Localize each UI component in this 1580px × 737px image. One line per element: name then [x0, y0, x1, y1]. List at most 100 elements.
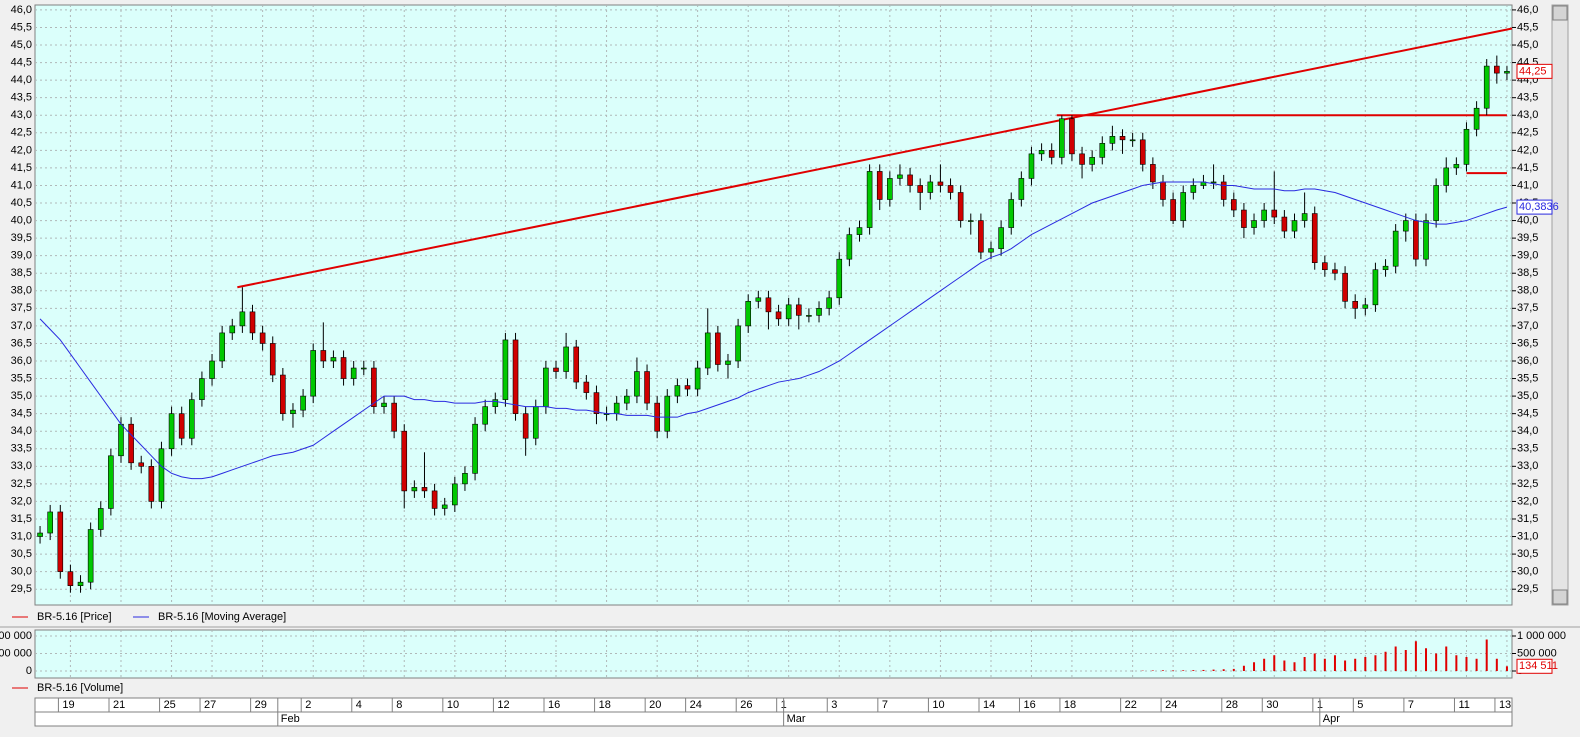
- y-tick-label: 30,5: [11, 548, 32, 560]
- candle-body: [169, 414, 174, 449]
- y-tick-label: 29,5: [1517, 583, 1538, 595]
- volume-bar: [1182, 670, 1184, 671]
- candle-body: [371, 368, 376, 407]
- candle-body: [857, 228, 862, 235]
- x-tick-label: 25: [164, 699, 176, 711]
- scroll-down-button[interactable]: [1553, 590, 1567, 604]
- x-tick-label: 3: [831, 699, 837, 711]
- candle-body: [867, 171, 872, 227]
- candle-body: [473, 424, 478, 473]
- month-label: Feb: [281, 713, 300, 725]
- volume-bar: [1385, 652, 1387, 671]
- candle-body: [1110, 136, 1115, 143]
- volume-bar: [1486, 640, 1488, 672]
- month-label: Apr: [1323, 713, 1340, 725]
- y-tick-label: 37,0: [11, 320, 32, 332]
- candle-body: [361, 368, 366, 369]
- volume-bar: [1506, 666, 1508, 671]
- volume-bar: [1152, 670, 1154, 671]
- x-tick-label: 16: [1023, 699, 1035, 711]
- y-tick-label: 38,5: [1517, 267, 1538, 279]
- candle-body: [1464, 129, 1469, 164]
- x-tick-label: 18: [1064, 699, 1076, 711]
- candle-body: [301, 396, 306, 410]
- volume-bar: [1283, 661, 1285, 672]
- volume-bar: [1344, 661, 1346, 672]
- y-tick-label: 43,0: [1517, 109, 1538, 121]
- x-tick-label: 2: [305, 699, 311, 711]
- y-tick-label: 1 000 000: [1517, 630, 1566, 642]
- y-tick-label: 500 000: [0, 647, 32, 659]
- y-tick-label: 35,0: [1517, 390, 1538, 402]
- last-value-label: 44,25: [1519, 65, 1547, 77]
- candle-body: [250, 312, 255, 333]
- candle-body: [1353, 301, 1358, 308]
- y-tick-label: 33,5: [11, 443, 32, 455]
- scroll-up-button[interactable]: [1553, 6, 1567, 20]
- y-tick-label: 38,0: [1517, 285, 1538, 297]
- candle-body: [230, 326, 235, 333]
- y-tick-label: 41,5: [11, 162, 32, 174]
- volume-bar: [1425, 648, 1427, 671]
- candle-body: [240, 312, 245, 326]
- y-tick-label: 36,0: [11, 355, 32, 367]
- candle-body: [1363, 305, 1368, 309]
- candle-body: [1150, 164, 1155, 182]
- candle-body: [533, 407, 538, 439]
- candle-body: [1140, 140, 1145, 165]
- candle-body: [1181, 192, 1186, 220]
- y-tick-label: 29,5: [11, 583, 32, 595]
- candle-body: [189, 400, 194, 439]
- y-tick-label: 33,5: [1517, 443, 1538, 455]
- y-tick-label: 37,5: [11, 302, 32, 314]
- candle-body: [159, 449, 164, 502]
- x-tick-label: 28: [1226, 699, 1238, 711]
- candle-body: [270, 343, 275, 375]
- candle-body: [978, 221, 983, 253]
- volume-bar: [1324, 659, 1326, 671]
- y-tick-label: 31,0: [11, 530, 32, 542]
- y-tick-label: 1 000 000: [0, 630, 32, 642]
- candle-body: [1241, 210, 1246, 228]
- candle-body: [1332, 270, 1337, 274]
- candle-body: [382, 403, 387, 407]
- candle-body: [1282, 217, 1287, 231]
- y-tick-label: 30,5: [1517, 548, 1538, 560]
- price-plot-area: [35, 5, 1512, 605]
- candle-body: [1494, 66, 1499, 73]
- x-tick-label: 13: [1499, 699, 1511, 711]
- candle-body: [574, 347, 579, 382]
- y-tick-label: 500 000: [1517, 647, 1557, 659]
- candle-body: [766, 298, 771, 312]
- candle-body: [817, 308, 822, 315]
- candle-body: [351, 368, 356, 379]
- candle-body: [1393, 231, 1398, 266]
- candle-body: [1059, 119, 1064, 158]
- y-tick-label: 40,5: [11, 197, 32, 209]
- candle-body: [1434, 185, 1439, 220]
- y-tick-label: 46,0: [1517, 4, 1538, 16]
- volume-bar: [1405, 650, 1407, 671]
- candle-body: [543, 368, 548, 407]
- candle-body: [634, 372, 639, 397]
- x-tick-label: 27: [204, 699, 216, 711]
- month-label: Mar: [787, 713, 806, 725]
- x-tick-label: 18: [599, 699, 611, 711]
- y-tick-label: 34,5: [11, 408, 32, 420]
- legend-label: BR-5.16 [Moving Average]: [158, 611, 286, 623]
- y-tick-label: 44,0: [11, 74, 32, 86]
- candle-body: [311, 350, 316, 396]
- candle-body: [715, 333, 720, 365]
- y-tick-label: 34,0: [11, 425, 32, 437]
- candle-body: [331, 357, 336, 361]
- candle-body: [149, 466, 154, 501]
- y-tick-label: 40,0: [1517, 214, 1538, 226]
- candle-body: [837, 259, 842, 298]
- candle-body: [1302, 214, 1307, 221]
- candle-body: [958, 192, 963, 220]
- candle-body: [564, 347, 569, 372]
- candle-body: [624, 396, 629, 403]
- scrollbar[interactable]: [1552, 5, 1568, 605]
